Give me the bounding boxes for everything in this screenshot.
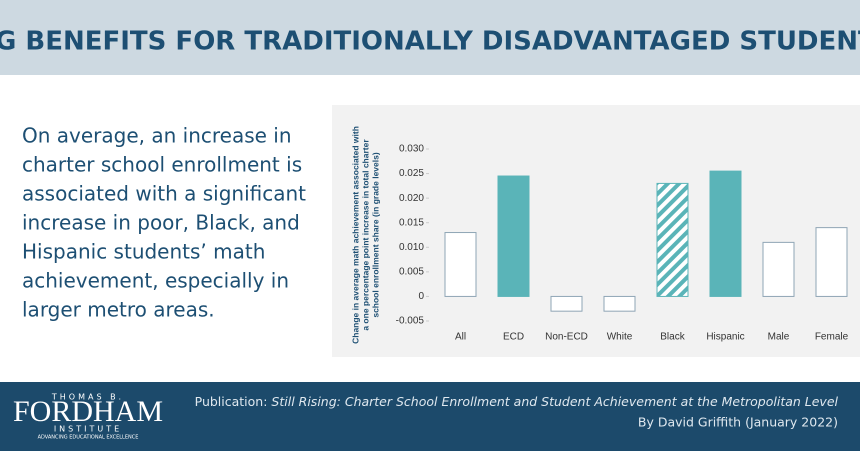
bar <box>603 295 636 312</box>
x-tick-label: ECD <box>503 332 524 343</box>
y-tick-label: 0.020 <box>399 193 424 204</box>
chart-panel <box>332 105 860 357</box>
chart: Change in average math achievement assoc… <box>350 126 848 344</box>
y-tick-label: -0.005 <box>396 316 425 327</box>
y-tick-label: 0.005 <box>399 266 424 277</box>
summary: On average, an increase in charter school… <box>22 124 306 322</box>
bar <box>497 175 530 297</box>
publication-label: Publication: <box>195 394 268 409</box>
publication-title: Still Rising: Charter School Enrollment … <box>271 394 838 409</box>
bar <box>656 182 689 297</box>
byline: By David Griffith (January 2022) <box>638 415 838 430</box>
y-axis-label: Change in average math achievement assoc… <box>350 126 360 344</box>
summary-line: achievement, especially in <box>22 269 289 293</box>
x-tick-label: Male <box>768 332 790 343</box>
y-axis-label: a one percentage point increase in total… <box>360 139 370 331</box>
x-tick-label: All <box>455 332 466 343</box>
bar <box>762 241 795 297</box>
summary-line: associated with a significant <box>22 182 306 206</box>
y-axis-label: school enrollment share (in grade levels… <box>370 152 380 317</box>
x-tick-label: Non-ECD <box>545 332 588 343</box>
logo-sub: INSTITUTE <box>54 425 122 434</box>
summary-line: Hispanic students’ math <box>22 240 265 264</box>
y-tick-label: 0.010 <box>399 242 424 253</box>
summary-line: larger metro areas. <box>22 298 215 322</box>
header-title: BIG BENEFITS FOR TRADITIONALLY DISADVANT… <box>0 27 860 57</box>
y-tick-label: 0.025 <box>399 168 424 179</box>
summary-line: On average, an increase in <box>22 124 292 148</box>
x-tick-label: Black <box>660 332 685 343</box>
x-tick-label: Female <box>815 332 849 343</box>
publication: Publication: Still Rising: Charter Schoo… <box>195 394 839 409</box>
x-tick-label: Hispanic <box>706 332 744 343</box>
y-tick-label: 0.030 <box>399 144 424 155</box>
header-band <box>0 0 860 75</box>
bar <box>550 295 583 312</box>
bar <box>444 232 477 297</box>
bar <box>815 227 848 297</box>
logo-top: THOMAS B. <box>51 393 124 402</box>
summary-line: charter school enrollment is <box>22 153 302 177</box>
x-tick-label: White <box>607 332 633 343</box>
logo-tagline: ADVANCING EDUCATIONAL EXCELLENCE <box>38 435 139 441</box>
bar <box>709 170 742 297</box>
y-tick-label: 0.015 <box>399 217 424 228</box>
footer-band <box>0 382 860 451</box>
logo-name: FORDHAM <box>13 395 163 428</box>
summary-line: increase in poor, Black, and <box>22 211 300 235</box>
y-tick-label: 0 <box>418 291 424 302</box>
